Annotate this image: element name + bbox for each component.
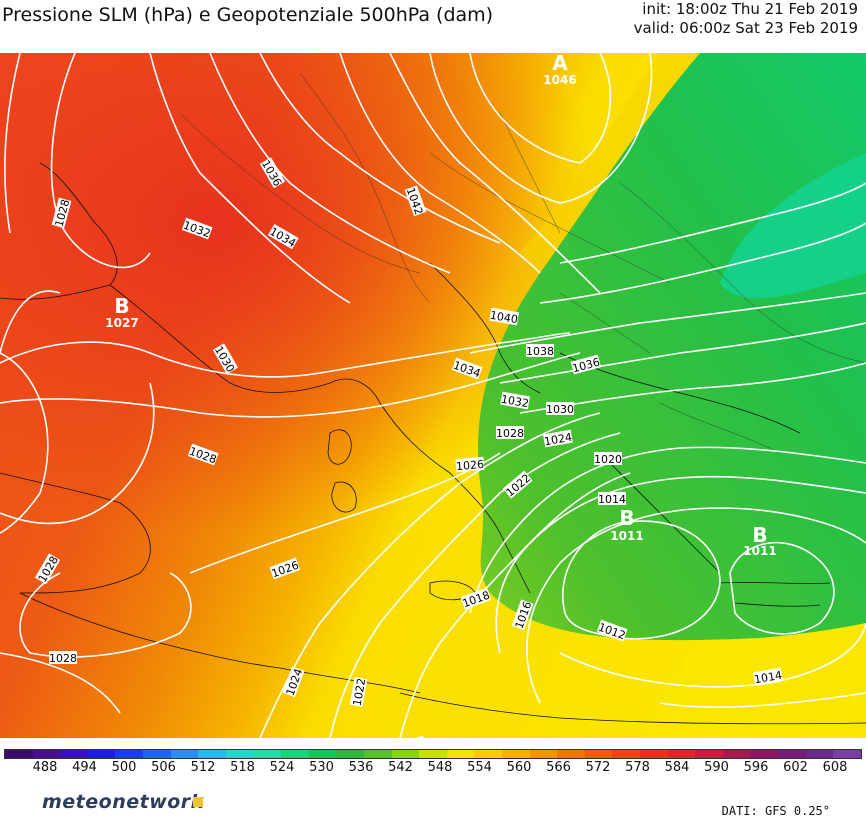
high-center: A 1046 bbox=[543, 53, 576, 87]
colorbar-tick-label: 572 bbox=[585, 760, 611, 775]
init-time: init: 18:00z Thu 21 Feb 2019 bbox=[642, 0, 858, 18]
colorbar-tick-label: 590 bbox=[704, 760, 729, 775]
isobar-label: 1038 bbox=[526, 345, 554, 358]
isobar-label: 1020 bbox=[594, 453, 622, 466]
colorbar-segment bbox=[778, 750, 806, 758]
low-pressure-value: 1027 bbox=[105, 316, 138, 330]
colorbar-tick-label: 518 bbox=[230, 760, 255, 775]
colorbar-segment bbox=[115, 750, 144, 758]
colorbar-tick-label: 578 bbox=[625, 760, 650, 775]
colorbar-tick-label: 494 bbox=[72, 760, 97, 775]
colorbar-segment bbox=[87, 750, 116, 758]
isobar-label: 1022 bbox=[351, 677, 369, 707]
data-source: DATI: GFS 0.25° bbox=[721, 804, 830, 818]
colorbar-tick-label: 512 bbox=[190, 760, 216, 775]
colorbar-segment bbox=[640, 750, 668, 758]
colorbar-tick-label: 554 bbox=[467, 760, 492, 775]
low-pressure-letter: B bbox=[114, 294, 129, 318]
logo-square-icon bbox=[193, 797, 203, 807]
colorbar-segment bbox=[336, 750, 364, 758]
colorbar-tick-label: 530 bbox=[309, 760, 334, 775]
colorbar-segment bbox=[170, 750, 199, 758]
colorbar-tick-label: 560 bbox=[506, 760, 532, 775]
isobar-label: 1028 bbox=[496, 427, 524, 440]
colorbar-tick-label: 584 bbox=[664, 760, 690, 775]
low-pressure-value: 1011 bbox=[743, 544, 776, 558]
colorbar-segment bbox=[584, 750, 613, 758]
high-pressure-value: 1046 bbox=[543, 73, 576, 87]
colorbar-segment bbox=[281, 750, 309, 758]
meteonetwork-logo: meteonetwork bbox=[42, 791, 204, 813]
colorbar-segment bbox=[363, 750, 392, 758]
colorbar-segment bbox=[722, 750, 751, 758]
colorbar-segment bbox=[143, 750, 171, 758]
colorbar-segment bbox=[446, 750, 475, 758]
colorbar-segment bbox=[198, 750, 226, 758]
colorbar-tick-label: 536 bbox=[348, 760, 374, 775]
isobar-label: 1028 bbox=[49, 652, 77, 665]
map-title: Pressione SLM (hPa) e Geopotenziale 500h… bbox=[2, 4, 494, 26]
ridge-yellow-edge bbox=[520, 53, 700, 273]
isobar-label: 1032 bbox=[500, 393, 530, 411]
colorbar-segment bbox=[60, 750, 88, 758]
low-center-west: B 1027 bbox=[105, 294, 138, 330]
low-center-aegean: B 1011 bbox=[743, 523, 776, 558]
colorbar-ticks: 488 494 500 506 512 518 524 530 536 542 548 554 560 5… bbox=[0, 760, 866, 780]
low-pressure-letter: B bbox=[752, 523, 767, 547]
colorbar-segment bbox=[695, 750, 723, 758]
weather-map: 1028 1032 1036 1034 1042 1040 1038 1036 … bbox=[0, 53, 866, 738]
colorbar-segment bbox=[557, 750, 585, 758]
isobar-label: 1030 bbox=[546, 403, 574, 416]
high-pressure-letter: A bbox=[552, 53, 568, 75]
colorbar-tick-label: 542 bbox=[388, 760, 413, 775]
isobar-label: 1040 bbox=[489, 309, 519, 327]
colorbar-segment bbox=[391, 750, 420, 758]
colorbar-tick-label: 506 bbox=[151, 760, 176, 775]
colorbar-segment bbox=[805, 750, 834, 758]
isobar-label: 1024 bbox=[543, 431, 573, 449]
colorbar-segment bbox=[474, 750, 502, 758]
colorbar-tick-label: 500 bbox=[111, 760, 137, 775]
colorbar-tick-label: 548 bbox=[427, 760, 453, 775]
isobar-label: 1020 bbox=[410, 736, 432, 738]
colorbar bbox=[4, 749, 862, 759]
low-center-ionian: B 1011 bbox=[610, 506, 643, 543]
colorbar-tick-label: 566 bbox=[546, 760, 571, 775]
colorbar-tick-label: 596 bbox=[743, 760, 769, 775]
colorbar-segment bbox=[32, 750, 61, 758]
trough-teal-zone bbox=[720, 153, 866, 299]
colorbar-tick-label: 488 bbox=[32, 760, 58, 775]
isobar-label: 1026 bbox=[456, 458, 485, 473]
trough-zone bbox=[478, 53, 866, 641]
valid-time: valid: 06:00z Sat 23 Feb 2019 bbox=[633, 19, 858, 37]
colorbar-tick-label: 608 bbox=[822, 760, 848, 775]
colorbar-segment bbox=[225, 750, 254, 758]
colorbar-segment bbox=[833, 750, 861, 758]
coastlines bbox=[0, 162, 866, 725]
colorbar-segment bbox=[667, 750, 696, 758]
colorbar-segment bbox=[501, 750, 530, 758]
colorbar-tick-label: 602 bbox=[783, 760, 808, 775]
colorbar-segment bbox=[308, 750, 337, 758]
low-pressure-letter: B bbox=[619, 506, 634, 530]
low-pressure-value: 1011 bbox=[610, 529, 643, 543]
colorbar-segment bbox=[612, 750, 641, 758]
colorbar-tick-label: 524 bbox=[269, 760, 295, 775]
colorbar-segment bbox=[750, 750, 779, 758]
isobars bbox=[0, 53, 866, 738]
isobar-label: 1014 bbox=[598, 493, 626, 506]
colorbar-segment bbox=[529, 750, 558, 758]
colorbar-segment bbox=[5, 750, 33, 758]
colorbar-segment bbox=[253, 750, 282, 758]
isobar-label: 1014 bbox=[753, 669, 783, 687]
colorbar-segment bbox=[419, 750, 447, 758]
